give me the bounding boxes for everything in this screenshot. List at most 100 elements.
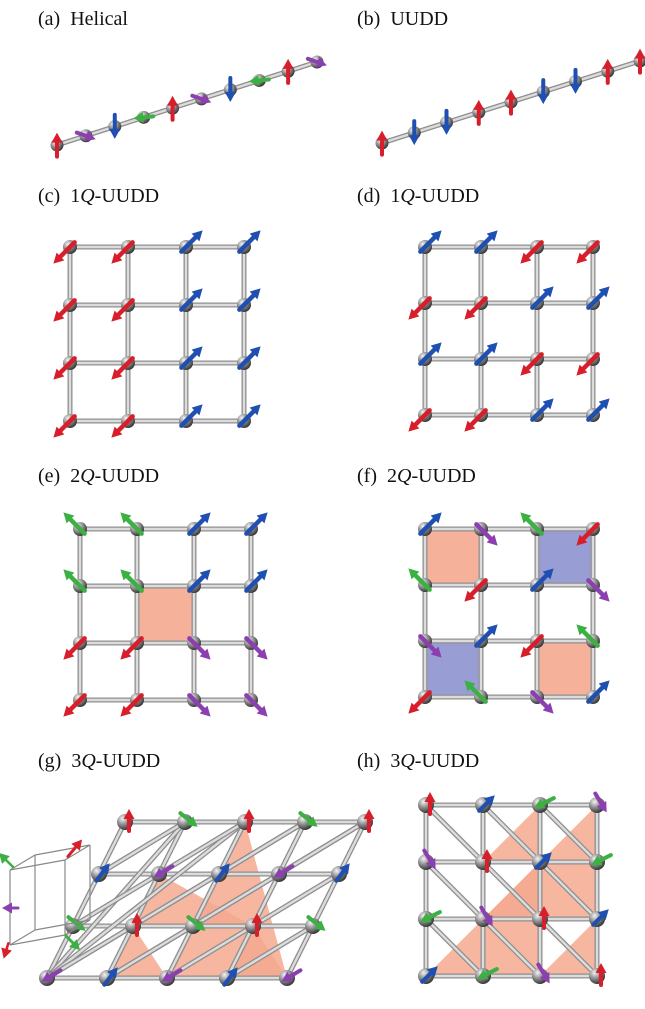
spin-arrow-shaft xyxy=(598,853,613,863)
spin-arrow-shaft xyxy=(179,409,198,428)
spin-arrow-head xyxy=(486,342,498,354)
spin-arrow xyxy=(179,346,203,370)
panel-tag-d: (d) xyxy=(357,185,381,207)
spin-arrow-head xyxy=(520,646,532,658)
spin-arrow-shaft xyxy=(160,864,175,875)
spin-arrow-head xyxy=(131,913,143,923)
spin-arrow-head xyxy=(194,920,206,931)
spin-arrow xyxy=(473,99,485,126)
spin-arrow-shaft xyxy=(48,968,63,979)
spin-arrow-head xyxy=(63,705,75,717)
spin-arrow xyxy=(420,910,442,923)
spin-arrow xyxy=(479,905,493,927)
panel-tag-b: (b) xyxy=(357,8,381,30)
spin-arrow xyxy=(251,913,263,937)
bond-highlight xyxy=(165,820,247,980)
spin-arrow-head xyxy=(596,801,607,813)
spin-arrow xyxy=(222,967,238,987)
spin-arrow-shaft xyxy=(68,693,87,712)
panel-title-d-q: Q xyxy=(400,185,415,207)
spin-arrow xyxy=(474,230,498,254)
spin-arrow-head xyxy=(111,310,123,322)
bond-highlight xyxy=(481,917,542,978)
spin-arrow-head xyxy=(2,902,12,914)
spin-arrow-head xyxy=(425,858,436,870)
bond-highlight xyxy=(225,924,315,980)
spin-arrow-head xyxy=(576,252,588,264)
panel-title-f-prefix: 2 xyxy=(386,465,397,487)
spin-arrow-shaft xyxy=(244,693,263,712)
spin-arrow xyxy=(74,130,96,142)
spin-arrow xyxy=(376,130,388,157)
spin-arrow-head xyxy=(199,648,211,660)
cube-edge xyxy=(9,929,36,946)
spin-arrow xyxy=(102,967,118,987)
spin-arrow-head xyxy=(482,915,493,927)
spin-arrow xyxy=(237,346,261,370)
cube-edge xyxy=(64,919,91,936)
spin-arrow-head xyxy=(249,346,261,358)
spin-arrow-shaft xyxy=(484,967,499,977)
spin-arrow xyxy=(187,636,211,660)
spin-arrow xyxy=(474,342,498,366)
panel-title-e-suffix: -UUDD xyxy=(94,465,160,487)
spin-arrow-head xyxy=(120,648,132,660)
spin-arrow-head xyxy=(99,863,110,875)
spin-arrow xyxy=(237,230,261,254)
spin-arrow-shaft xyxy=(413,408,432,427)
spin-arrow xyxy=(214,863,230,883)
spin-arrow-shaft xyxy=(474,235,493,254)
spin-arrow-head xyxy=(63,648,75,660)
spin-arrow-head xyxy=(315,56,327,68)
spin-arrow xyxy=(111,298,135,322)
panel-title-e-prefix: 2 xyxy=(70,465,81,487)
shaded-plaquette xyxy=(425,529,481,585)
spin-arrow-shaft xyxy=(179,235,198,254)
spin-arrow-head xyxy=(251,913,263,923)
spin-arrow-head xyxy=(191,230,203,242)
spin-arrow-shaft xyxy=(187,636,206,655)
shaded-triangle xyxy=(107,926,167,978)
spin-arrow xyxy=(41,968,63,982)
spin-arrow-shaft xyxy=(479,905,490,920)
spin-arrow xyxy=(477,967,499,980)
shaded-plaquette xyxy=(537,641,593,697)
spin-arrow-head xyxy=(486,230,498,242)
spin-arrow-head xyxy=(576,364,588,376)
bond-highlight xyxy=(71,872,161,928)
spin-arrow-head xyxy=(576,534,588,546)
panel-title-a: Helical xyxy=(70,8,128,30)
spin-arrow-head xyxy=(63,569,75,581)
spin-arrow-shaft xyxy=(66,845,78,858)
cube-edge xyxy=(34,844,91,856)
spin-arrow-shaft xyxy=(530,573,549,592)
spin-arrow-shaft xyxy=(58,356,77,375)
spin-arrow-shaft xyxy=(525,634,544,653)
spin-arrow-shaft xyxy=(593,791,604,806)
bond-highlight xyxy=(105,924,195,980)
spin-arrow-head xyxy=(538,906,550,916)
spin-arrow-head xyxy=(53,368,65,380)
panel-tag-h: (h) xyxy=(357,750,381,772)
spin-arrow-shaft xyxy=(102,973,114,987)
bond-highlight xyxy=(45,820,247,980)
spin-arrow-shaft xyxy=(418,235,437,254)
spin-arrow-shaft xyxy=(525,240,544,259)
spin-arrow-shaft xyxy=(244,517,263,536)
spin-arrow xyxy=(111,356,135,380)
spin-arrow xyxy=(576,522,600,546)
spin-arrow-shaft xyxy=(116,356,135,375)
spin-arrow-shaft xyxy=(125,636,144,655)
spin-arrow xyxy=(63,512,87,536)
spin-arrow xyxy=(53,298,77,322)
spin-arrow-shaft xyxy=(179,351,198,370)
spin-arrow-head xyxy=(41,971,53,982)
spin-arrow-shaft xyxy=(256,77,271,83)
panel-label-h: (h) 3Q-UUDD xyxy=(357,750,479,773)
spin-arrow-head xyxy=(520,512,532,524)
spin-arrow-shaft xyxy=(125,517,144,536)
spin-arrow xyxy=(591,853,613,866)
spin-arrow-head xyxy=(248,75,260,86)
spin-arrow-head xyxy=(224,92,236,103)
spin-arrow xyxy=(418,634,442,658)
